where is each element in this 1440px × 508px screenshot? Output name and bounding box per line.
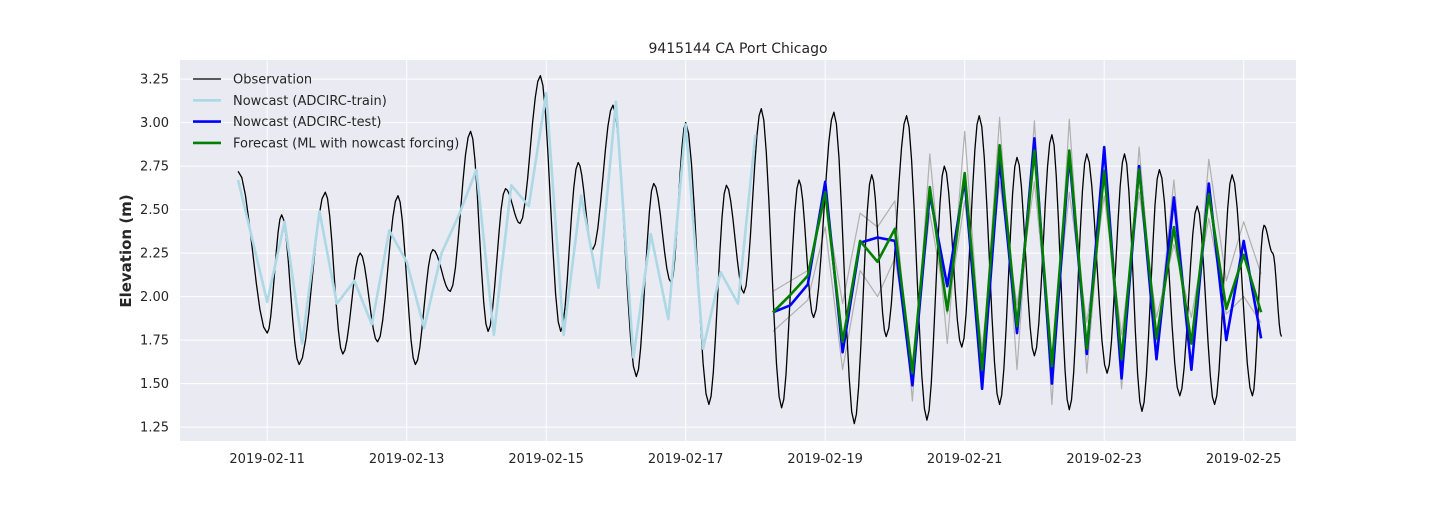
observation-line: [237, 75, 1283, 425]
y-tick-label: 1.25: [140, 421, 169, 436]
legend-label: Nowcast (ADCIRC-test): [233, 115, 382, 130]
legend: Observation Nowcast (ADCIRC-train) Nowcast…: [193, 73, 459, 151]
legend-nowcast-test: Nowcast (ADCIRC-test): [193, 115, 382, 130]
y-tick-label: 2.00: [140, 290, 169, 305]
y-tick-label: 1.75: [140, 334, 169, 349]
forecast-ml-line: [771, 143, 1263, 375]
nowcast-train-line: [236, 91, 757, 359]
x-axis-ticks: 2019-02-11 2019-02-13 2019-02-15 2019-02-17…: [229, 452, 1281, 467]
legend-forecast: Forecast (ML with nowcast forcing): [193, 136, 459, 151]
y-tick-label: 2.50: [140, 203, 169, 218]
observation-series: [237, 75, 1283, 425]
legend-label: Observation: [233, 73, 312, 88]
legend-label: Nowcast (ADCIRC-train): [233, 94, 387, 109]
x-tick-label: 2019-02-21: [927, 452, 1003, 467]
legend-observation: Observation: [193, 73, 312, 88]
x-tick-label: 2019-02-11: [229, 452, 305, 467]
y-tick-label: 1.50: [140, 377, 169, 392]
chart-title: 9415144 CA Port Chicago: [648, 41, 827, 57]
y-axis-label: Elevation (m): [117, 194, 135, 307]
y-tick-label: 2.75: [140, 160, 169, 175]
x-tick-label: 2019-02-15: [508, 452, 584, 467]
legend-nowcast-train: Nowcast (ADCIRC-train): [193, 94, 387, 109]
y-tick-label: 2.25: [140, 247, 169, 262]
plot-background: [180, 60, 1296, 441]
y-tick-label: 3.25: [140, 73, 169, 88]
x-tick-label: 2019-02-19: [787, 452, 863, 467]
y-axis-ticks: 1.25 1.50 1.75 2.00 2.25 2.50 2.75 3.00 3.25: [140, 73, 169, 436]
x-tick-label: 2019-02-13: [369, 452, 445, 467]
x-tick-label: 2019-02-23: [1066, 452, 1142, 467]
legend-label: Forecast (ML with nowcast forcing): [233, 136, 459, 151]
y-tick-label: 3.00: [140, 116, 169, 131]
x-tick-label: 2019-02-17: [648, 452, 724, 467]
model-series: [236, 91, 1263, 391]
x-tick-label: 2019-02-25: [1206, 452, 1282, 467]
